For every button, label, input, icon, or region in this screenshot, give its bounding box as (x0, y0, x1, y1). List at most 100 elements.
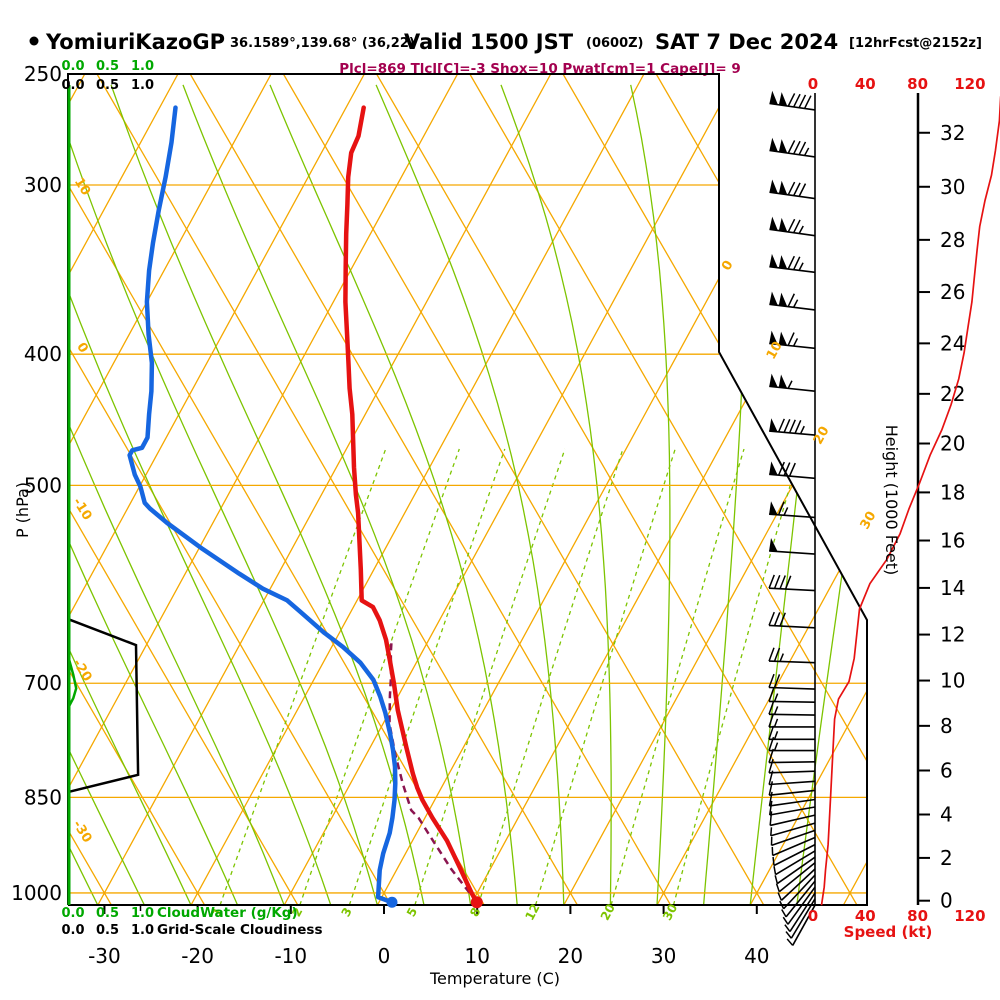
wind-barb (768, 748, 816, 764)
wind-barb (775, 862, 816, 893)
pressure-tick-label: 850 (24, 785, 62, 809)
wind-barb (769, 537, 816, 555)
barb-staff (769, 587, 816, 592)
cloudiness-scale-tick-top: 0.5 (96, 78, 119, 93)
barb-pennant (778, 92, 788, 107)
dry-adiabat-label: -20 (69, 657, 94, 685)
forecast-note: [12hrFcst@2152z] (849, 36, 982, 51)
barb-staff (769, 102, 816, 111)
speed-tick-label-bottom: 80 (907, 907, 928, 925)
temperature-tick-label: 30 (651, 944, 676, 968)
dewpoint-curve (127, 105, 398, 905)
cloudwater-scale-tick-top: 0.0 (61, 59, 84, 74)
wind-barb (768, 725, 815, 741)
barb-pennant (769, 179, 778, 194)
wind-barb (768, 791, 816, 807)
barb-staff (771, 829, 816, 847)
barb-full (773, 612, 781, 626)
barb-half (786, 938, 794, 946)
barb-full (798, 94, 807, 109)
wind-barb (777, 868, 816, 901)
barb-full (803, 95, 812, 109)
pressure-axis-title: P (hPa) (13, 482, 32, 538)
height-tick-label: 14 (940, 576, 965, 600)
height-tick-label: 32 (940, 121, 965, 145)
plot-border (67, 73, 868, 914)
barb-pennant (778, 255, 788, 269)
barb-pennant (769, 501, 778, 515)
barb-staff (769, 149, 816, 158)
station-coords: 36.1589°,139.68° (36,22) (230, 36, 415, 51)
barb-full (787, 181, 796, 196)
cloudwater-scale-tick-top: 1.0 (131, 59, 154, 74)
barb-full (783, 462, 791, 476)
barb-half (783, 507, 789, 516)
dry-adiabat-line (282, 74, 765, 905)
dry-adiabat-label: 0 (73, 340, 91, 356)
wind-barb (768, 800, 816, 816)
barb-full (769, 811, 773, 826)
moist-adiabat-line (269, 84, 518, 905)
moist-adiabats-layer (68, 84, 867, 905)
height-tick-label: 18 (940, 480, 965, 504)
speed-axis-title: Speed (kt) (844, 923, 933, 941)
moist-adiabat-line (68, 84, 192, 905)
plot-outline (67, 73, 868, 906)
barb-staff (769, 798, 816, 807)
barb-full (768, 687, 775, 702)
wind-barb (769, 501, 816, 519)
barb-full (768, 700, 775, 715)
wind-barb (770, 822, 816, 837)
barb-half (784, 924, 791, 933)
barb-half (772, 856, 775, 866)
barb-pennant (769, 537, 778, 552)
temperature-tick-label: 0 (378, 944, 391, 968)
valid-date: SAT 7 Dec 2024 (655, 30, 838, 54)
barb-pennant (769, 461, 778, 476)
wind-barb (768, 736, 815, 752)
barb-full (773, 647, 781, 662)
barb-staff (785, 880, 816, 918)
barb-staff (789, 892, 816, 933)
height-tick-label: 8 (940, 714, 953, 738)
temperature-tick-label: 20 (558, 944, 583, 968)
barb-staff (773, 843, 816, 867)
wind-barb (771, 836, 816, 857)
barb-full (768, 574, 775, 589)
barb-staff (769, 191, 816, 200)
dry-adiabats-layer (68, 74, 867, 905)
wind-barb (769, 179, 816, 200)
pressure-tick-label: 400 (24, 342, 62, 366)
mixing-ratio-label: 20 (598, 901, 618, 922)
barb-pennant (778, 331, 788, 346)
wind-barb (769, 461, 816, 480)
cloudwater-scale-tick-bottom: 0.5 (96, 906, 119, 921)
temperature-tick-label: 10 (464, 944, 489, 968)
mixing-ratio-line (219, 448, 387, 905)
temperature-curve (343, 105, 480, 905)
cloud-profiles-layer (68, 618, 140, 794)
wind-speed-profile-curve (820, 96, 1000, 906)
speed-tick-label-top: 0 (808, 75, 818, 93)
barb-half (787, 380, 793, 389)
barb-full (787, 293, 795, 307)
cloudwater-scale-tick-top: 0.5 (96, 59, 119, 74)
wind-barb (781, 880, 816, 918)
bullet-icon (29, 36, 39, 46)
height-tick-label: 26 (940, 280, 965, 304)
barb-staff (769, 814, 816, 827)
speed-tick-label-top: 80 (907, 75, 928, 93)
wind-barb (768, 758, 816, 774)
moist-adiabat-line (630, 84, 671, 905)
wind-barb (768, 713, 815, 728)
captions: P (hPa) Height (1000 Feet) Temperature (… (13, 425, 932, 988)
barb-pennant (769, 291, 778, 306)
barb-half (773, 866, 777, 875)
dry-adiabat-line (562, 74, 867, 905)
wind-barbs (768, 90, 816, 946)
barb-full (777, 501, 785, 516)
barb-staff (783, 874, 816, 910)
height-tick-label: 12 (940, 623, 965, 647)
wind-barb (769, 137, 816, 158)
